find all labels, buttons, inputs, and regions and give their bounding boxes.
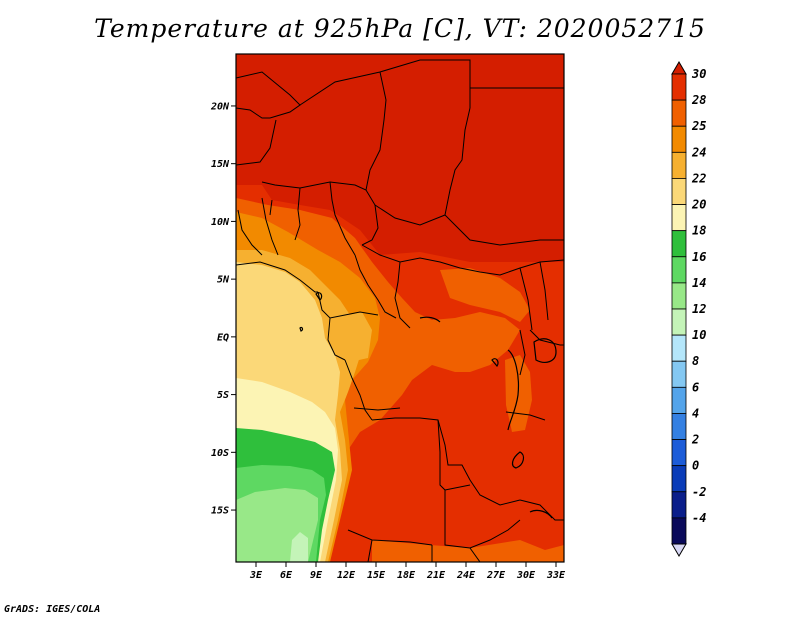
colorbar-swatch <box>671 256 687 284</box>
colorbar-label: 0 <box>692 459 699 473</box>
colorbar-label: 24 <box>691 145 706 159</box>
lakes <box>299 292 557 519</box>
colorbar-label: 2 <box>691 433 699 447</box>
colorbar-swatch <box>671 230 687 258</box>
colorbar-swatch <box>671 99 687 127</box>
lon-tick-label: 21E <box>426 570 446 581</box>
grads-credit: GrADS: IGES/COLA <box>4 604 101 615</box>
lon-tick-label: 6E <box>280 570 293 581</box>
colorbar-label: 8 <box>692 354 699 368</box>
lon-tick-label: 15E <box>367 570 386 581</box>
map-title: Temperature at 925hPa [C], VT: 202005271… <box>94 14 706 43</box>
colorbar-swatch <box>671 282 687 310</box>
colorbar-swatch <box>671 204 687 232</box>
lon-tick-label: 18E <box>397 570 416 581</box>
colorbar-swatch <box>671 413 687 440</box>
lat-tick-label: 15N <box>211 159 230 170</box>
colorbar-label: 12 <box>692 302 706 316</box>
lon-tick-label: 24E <box>456 570 476 581</box>
lat-tick-label: 5N <box>217 275 230 286</box>
colorbar-swatch <box>671 439 687 467</box>
lat-tick-label: 15S <box>211 506 229 517</box>
latitude-axis: 20N 15N 10N 5N EQ 5S 10S 15S <box>210 101 236 517</box>
lon-tick-label: 12E <box>337 570 356 581</box>
colorbar-swatch <box>671 73 687 101</box>
colorbar-swatch <box>671 517 687 545</box>
colorbar-label: 4 <box>692 406 699 420</box>
colorbar-swatch <box>671 491 687 519</box>
plot-frame <box>235 53 565 563</box>
colorbar-label: 25 <box>691 119 706 133</box>
lon-tick-label: 27E <box>486 570 506 581</box>
lon-tick-label: 33E <box>546 570 566 581</box>
colorbar-label: 16 <box>692 250 706 264</box>
lat-tick-label: 10S <box>211 448 229 459</box>
colorbar-swatch <box>671 360 687 388</box>
lon-tick-label: 3E <box>249 570 263 581</box>
colorbar-label: -2 <box>692 485 706 499</box>
colorbar-swatch <box>671 308 687 336</box>
country-borders <box>236 59 564 562</box>
colorbar-swatch <box>671 465 687 493</box>
lon-tick-label: 30E <box>516 570 536 581</box>
lon-tick-label: 9E <box>310 570 323 581</box>
colorbar-label: 28 <box>691 93 706 107</box>
temp-patch-25-east <box>440 268 530 322</box>
colorbar-label: 18 <box>692 224 706 238</box>
temperature-field <box>236 54 564 562</box>
colorbar-label: 10 <box>692 328 706 342</box>
lat-tick-label: 20N <box>210 101 230 112</box>
lat-tick-label: 10N <box>211 217 230 228</box>
colorbar-label: 30 <box>691 67 706 81</box>
colorbar-label: 20 <box>691 198 706 212</box>
colorbar-swatch <box>671 334 687 362</box>
lat-tick-label: EQ <box>217 332 229 343</box>
temp-band-10 <box>290 532 308 562</box>
colorbar-bottom-arrow <box>671 543 687 557</box>
colorbar-label: 14 <box>692 276 706 290</box>
colorbar-swatch <box>671 178 687 205</box>
colorbar-swatch <box>671 125 687 153</box>
colorbar-top-arrow <box>671 61 687 75</box>
temp-patch-22-coast <box>335 312 372 362</box>
colorbar-label: 22 <box>691 171 706 185</box>
colorbar-label: -4 <box>692 511 706 525</box>
lat-tick-label: 5S <box>217 390 229 401</box>
colorbar-swatch <box>671 386 687 414</box>
temp-patch-25-south <box>372 540 564 562</box>
colorbar-label: 6 <box>692 380 699 394</box>
longitude-axis: 3E 6E 9E 12E 15E 18E 21E 24E 27E 30E 33E <box>249 562 566 581</box>
colorbar-swatch <box>671 151 687 179</box>
